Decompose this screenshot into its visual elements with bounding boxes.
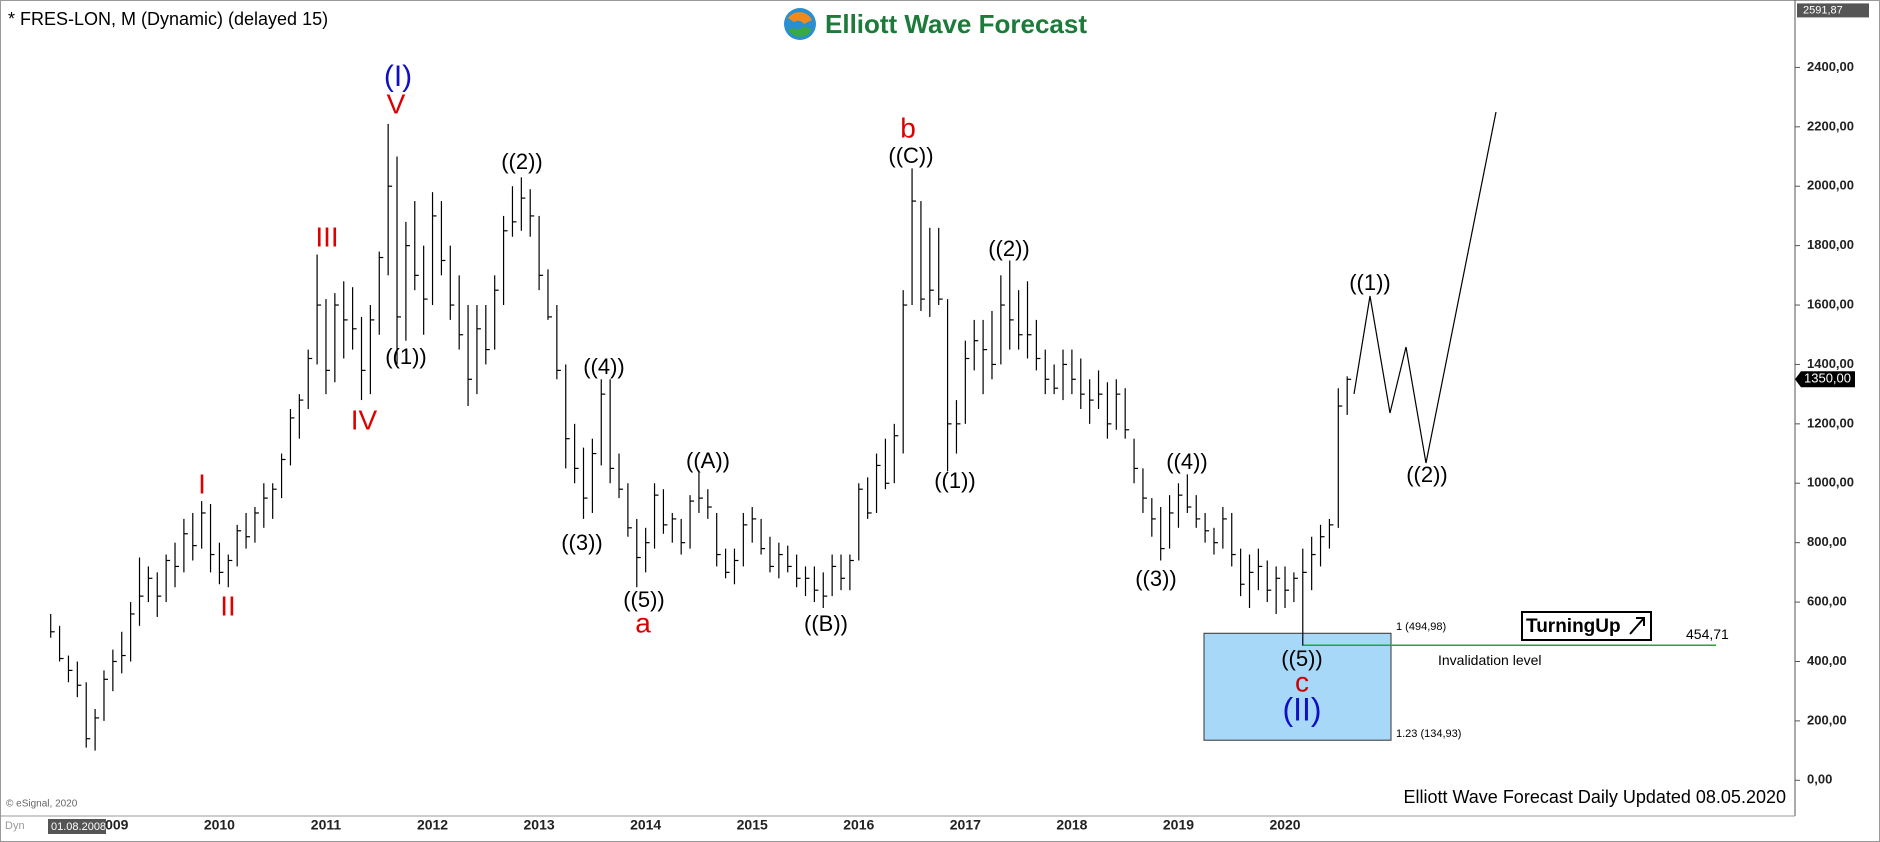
y-tick-label: 800,00 [1807, 534, 1847, 549]
y-tick-label: 1200,00 [1807, 415, 1854, 430]
axis-max-label: 2591,87 [1803, 4, 1843, 16]
wave-label: ((5)) [1281, 646, 1323, 671]
wave-label: I [198, 468, 206, 499]
wave-label: ((4)) [583, 354, 625, 379]
x-tick-label: 2018 [1056, 817, 1087, 833]
y-tick-label: 0,00 [1807, 772, 1832, 787]
mode-label: Dyn [5, 820, 25, 832]
axis-max-box [1797, 3, 1869, 18]
footer-note: Elliott Wave Forecast Daily Updated 08.0… [1403, 787, 1786, 807]
last-price-label: 1350,00 [1804, 371, 1851, 386]
wave-label: ((2)) [988, 236, 1030, 261]
wave-label: ((1)) [1349, 270, 1391, 295]
wave-label: ((2)) [501, 149, 543, 174]
turningup-box [1521, 611, 1652, 641]
x-tick-label: 2013 [524, 817, 555, 833]
y-tick-label: 200,00 [1807, 712, 1847, 727]
wave-label: ((4)) [1166, 449, 1208, 474]
wave-label: ((1)) [385, 344, 427, 369]
y-tick-label: 1000,00 [1807, 475, 1854, 490]
x-tick-label: 2014 [630, 817, 661, 833]
y-tick-label: 2000,00 [1807, 178, 1854, 193]
turningup-text: TurningUp [1526, 616, 1621, 637]
y-tick-label: 400,00 [1807, 653, 1847, 668]
x-tick-label: 2011 [311, 817, 342, 833]
wave-label: ((C)) [888, 143, 933, 168]
turningup-logo: TurningUp [1521, 611, 1652, 641]
x-tick-label: 2016 [843, 817, 874, 833]
zone-lower-label: 1.23 (134,93) [1396, 728, 1461, 740]
wave-label: a [635, 607, 651, 638]
chart-title: * FRES-LON, M (Dynamic) (delayed 15) [8, 9, 328, 29]
wave-label: ((3)) [1135, 566, 1177, 591]
x-tick-label: 2020 [1269, 817, 1300, 833]
wave-label: V [387, 88, 406, 119]
y-tick-label: 2400,00 [1807, 59, 1854, 74]
wave-label: ((A)) [686, 448, 730, 473]
invalidation-value: 454,71 [1686, 626, 1729, 642]
y-tick-label: 600,00 [1807, 594, 1847, 609]
logo-swirl [788, 12, 812, 24]
start-date: 01.08.2008 [51, 821, 106, 833]
brand-logo: Elliott Wave Forecast [784, 8, 1087, 40]
logo-swirl [788, 26, 812, 37]
y-tick-label: 1800,00 [1807, 237, 1854, 252]
brand-name: Elliott Wave Forecast [825, 9, 1087, 39]
y-tick-label: 2200,00 [1807, 118, 1854, 133]
wave-label: ((2)) [1406, 462, 1448, 487]
x-tick-label: 2017 [950, 817, 981, 833]
wave-label: IV [351, 404, 378, 435]
wave-label: b [900, 112, 916, 143]
wave-label: (I) [384, 60, 412, 93]
projection-path [1353, 111, 1497, 464]
invalidation-text: Invalidation level [1438, 652, 1542, 668]
wave-label: ((3)) [561, 530, 603, 555]
wave-label: ((B)) [804, 611, 848, 636]
x-tick-label: 2015 [737, 817, 768, 833]
zone-upper-label: 1 (494,98) [1396, 621, 1446, 633]
copyright: © eSignal, 2020 [6, 799, 78, 810]
wave-label: III [315, 221, 338, 252]
turningup-arrow [1629, 617, 1645, 635]
wave-label: ((1)) [934, 468, 976, 493]
wave-label: ((5)) [623, 587, 665, 612]
last-price-box [1795, 371, 1855, 388]
wave-label: II [220, 590, 236, 621]
x-tick-label: 2012 [417, 817, 448, 833]
x-tick-label: 2010 [204, 817, 235, 833]
x-tick-label: 2019 [1163, 817, 1194, 833]
wave-label: (II) [1282, 691, 1321, 727]
target-zone [1203, 632, 1392, 741]
start-date-box [48, 819, 106, 834]
y-tick-label: 1400,00 [1807, 356, 1854, 371]
wave-label: c [1295, 666, 1309, 697]
y-tick-label: 1600,00 [1807, 296, 1854, 311]
